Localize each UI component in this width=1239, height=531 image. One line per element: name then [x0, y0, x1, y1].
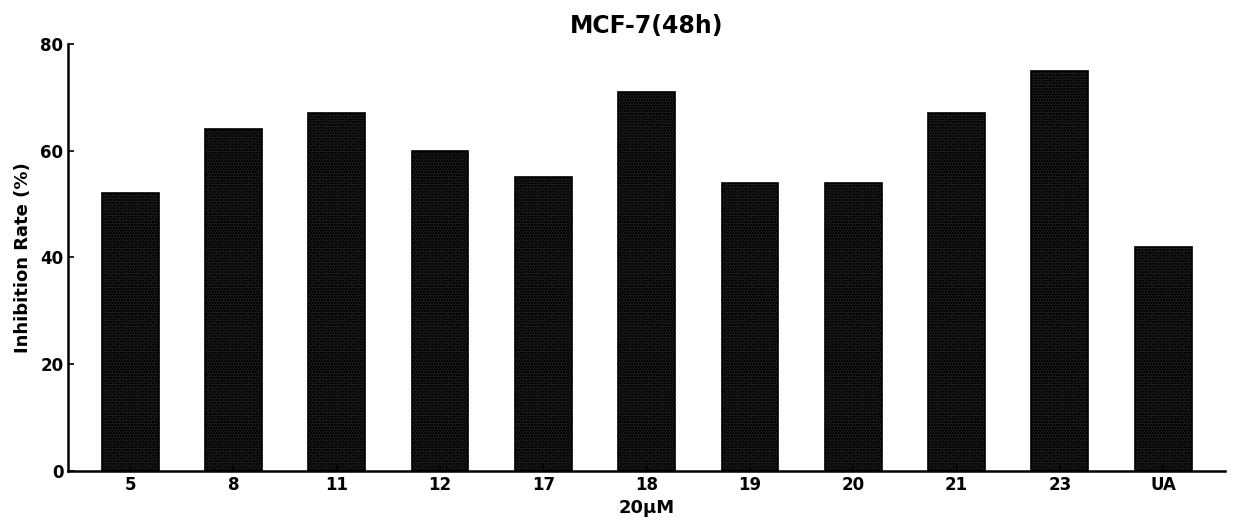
Bar: [721, 183, 778, 470]
Bar: [1135, 247, 1192, 470]
Bar: [411, 151, 468, 470]
Title: MCF-7(48h): MCF-7(48h): [570, 14, 724, 38]
Bar: [825, 183, 882, 470]
Bar: [309, 113, 366, 470]
X-axis label: 20μM: 20μM: [618, 499, 675, 517]
Bar: [206, 130, 261, 470]
Bar: [618, 92, 675, 470]
Bar: [928, 113, 985, 470]
Bar: [1031, 71, 1088, 470]
Bar: [102, 193, 159, 470]
Bar: [515, 177, 571, 470]
Y-axis label: Inhibition Rate (%): Inhibition Rate (%): [14, 162, 32, 353]
